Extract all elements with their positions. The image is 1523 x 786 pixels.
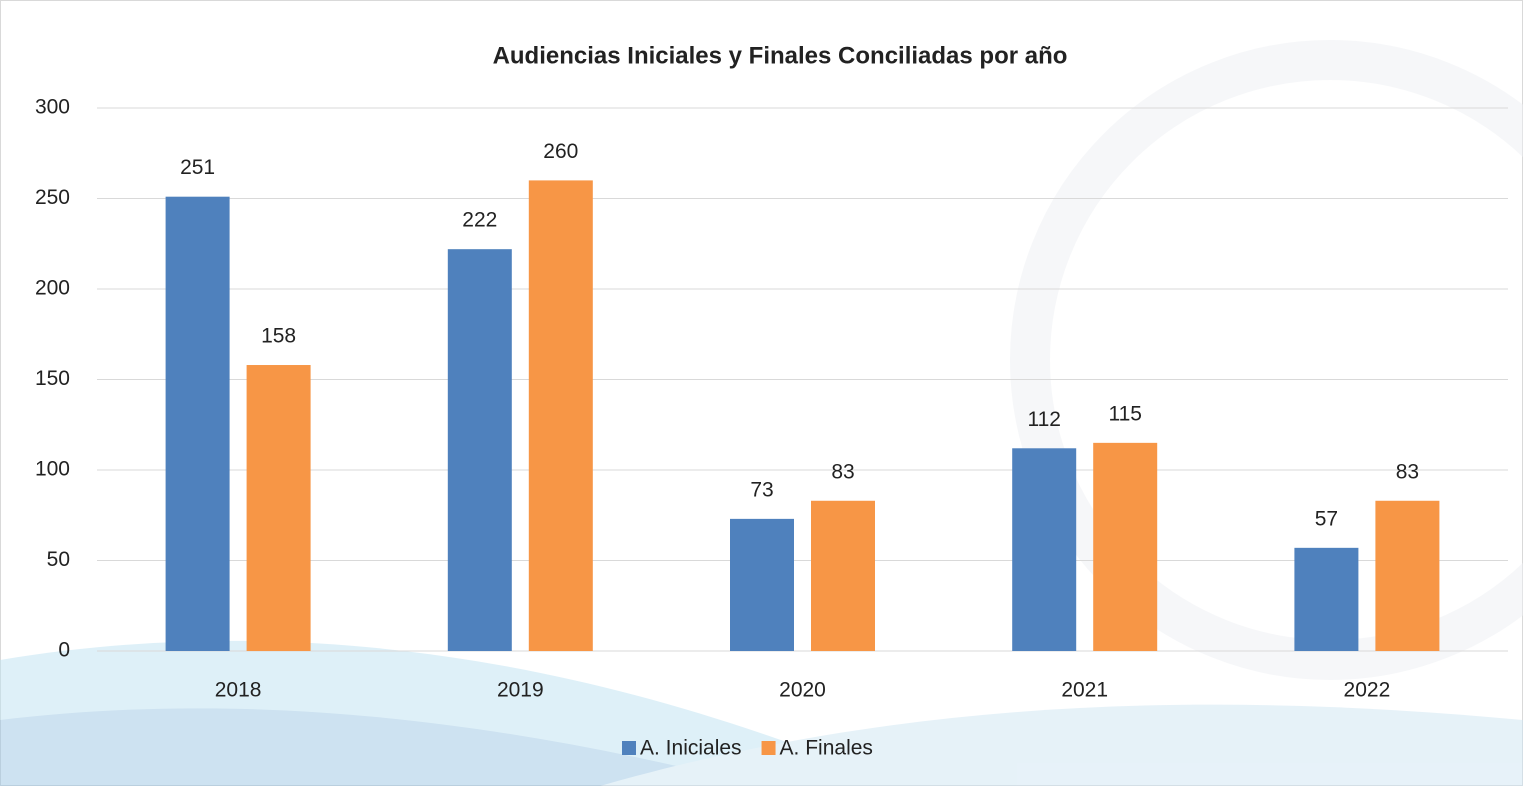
legend-swatch <box>622 741 636 755</box>
data-label: 83 <box>1396 460 1419 483</box>
data-label: 83 <box>831 460 854 483</box>
data-label: 222 <box>462 209 497 232</box>
data-label: 57 <box>1315 507 1338 530</box>
bar <box>730 518 794 651</box>
x-tick-label: 2019 <box>497 679 544 702</box>
data-label: 115 <box>1108 402 1141 425</box>
bar <box>246 365 311 651</box>
y-tick-label: 150 <box>35 367 70 390</box>
y-tick-label: 300 <box>35 96 70 119</box>
bar <box>1093 442 1158 651</box>
bar <box>1294 547 1359 651</box>
data-label: 73 <box>750 478 773 501</box>
data-label: 260 <box>543 140 578 163</box>
y-tick-label: 50 <box>47 548 70 571</box>
y-tick-label: 100 <box>35 458 70 481</box>
legend-label: A. Iniciales <box>640 737 742 760</box>
bar <box>528 180 593 651</box>
bar <box>1012 448 1077 651</box>
x-tick-label: 2021 <box>1061 679 1108 702</box>
data-label: 112 <box>1027 408 1060 431</box>
legend-swatch <box>761 741 776 755</box>
y-tick-label: 250 <box>35 186 70 209</box>
chart-title: Audiencias Iniciales y Finales Conciliad… <box>493 42 1068 69</box>
swoosh <box>600 704 1523 786</box>
x-tick-label: 2020 <box>779 679 826 702</box>
y-tick-label: 200 <box>35 277 70 300</box>
x-tick-label: 2022 <box>1344 679 1391 702</box>
watermark <box>1010 40 1523 680</box>
legend-label: A. Finales <box>780 737 873 760</box>
bar <box>811 500 875 651</box>
data-label: 158 <box>261 325 296 348</box>
bar <box>447 249 512 651</box>
data-label: 251 <box>180 156 215 179</box>
background-decoration <box>0 40 1523 786</box>
bar <box>165 196 230 651</box>
x-tick-label: 2018 <box>215 679 262 702</box>
swoosh <box>0 708 760 786</box>
y-tick-label: 0 <box>58 639 70 662</box>
bar <box>1375 500 1440 651</box>
